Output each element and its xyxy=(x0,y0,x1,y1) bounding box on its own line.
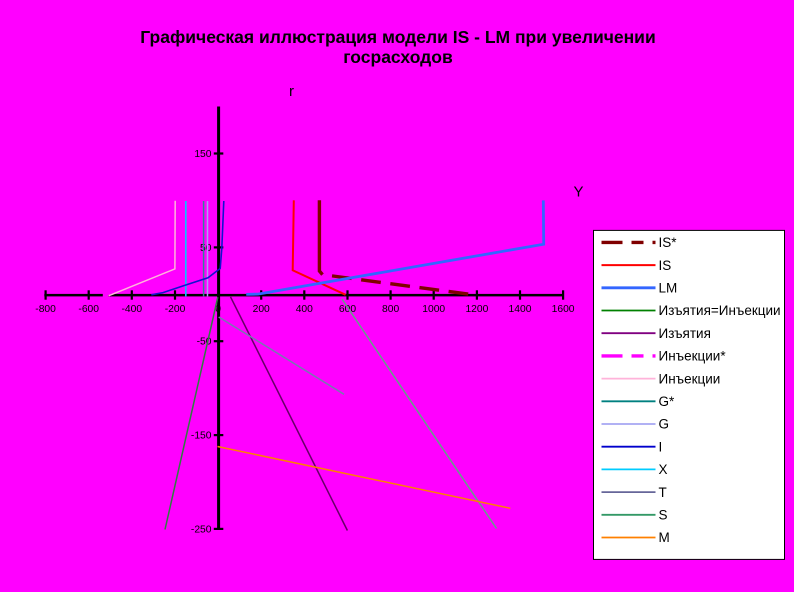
svg-text:Изъятия=Инъекции: Изъятия=Инъекции xyxy=(659,303,781,318)
svg-text:G: G xyxy=(659,417,670,432)
svg-text:LM: LM xyxy=(659,281,678,296)
svg-text:1400: 1400 xyxy=(509,304,532,315)
svg-text:X: X xyxy=(659,462,668,477)
svg-text:Изъятия: Изъятия xyxy=(659,326,711,341)
svg-text:150: 150 xyxy=(194,149,211,160)
svg-text:-50: -50 xyxy=(197,337,212,348)
svg-text:0: 0 xyxy=(215,304,221,315)
svg-text:1600: 1600 xyxy=(552,304,575,315)
svg-text:600: 600 xyxy=(339,304,356,315)
svg-text:-150: -150 xyxy=(191,431,212,442)
svg-text:-200: -200 xyxy=(165,304,186,315)
svg-text:S: S xyxy=(659,508,668,523)
svg-text:T: T xyxy=(659,485,667,500)
svg-text:400: 400 xyxy=(296,304,313,315)
svg-text:госрасходов: госрасходов xyxy=(343,47,453,67)
svg-text:G*: G* xyxy=(659,394,676,409)
svg-text:IS: IS xyxy=(659,258,672,273)
svg-text:200: 200 xyxy=(253,304,270,315)
svg-text:-800: -800 xyxy=(35,304,56,315)
svg-text:-250: -250 xyxy=(191,524,212,535)
svg-text:Инъекции*: Инъекции* xyxy=(659,349,727,364)
svg-text:r: r xyxy=(289,83,294,100)
svg-text:IS*: IS* xyxy=(659,235,678,250)
svg-text:Графическая иллюстрация модели: Графическая иллюстрация модели IS - LM п… xyxy=(140,27,655,47)
svg-text:M: M xyxy=(659,530,670,545)
svg-text:50: 50 xyxy=(200,243,212,254)
svg-text:Y: Y xyxy=(574,184,584,201)
svg-text:1200: 1200 xyxy=(465,304,488,315)
svg-text:-400: -400 xyxy=(121,304,142,315)
svg-text:1000: 1000 xyxy=(422,304,445,315)
svg-text:Инъекции: Инъекции xyxy=(659,371,721,386)
svg-text:-600: -600 xyxy=(78,304,99,315)
svg-text:800: 800 xyxy=(382,304,399,315)
svg-text:I: I xyxy=(659,439,663,454)
